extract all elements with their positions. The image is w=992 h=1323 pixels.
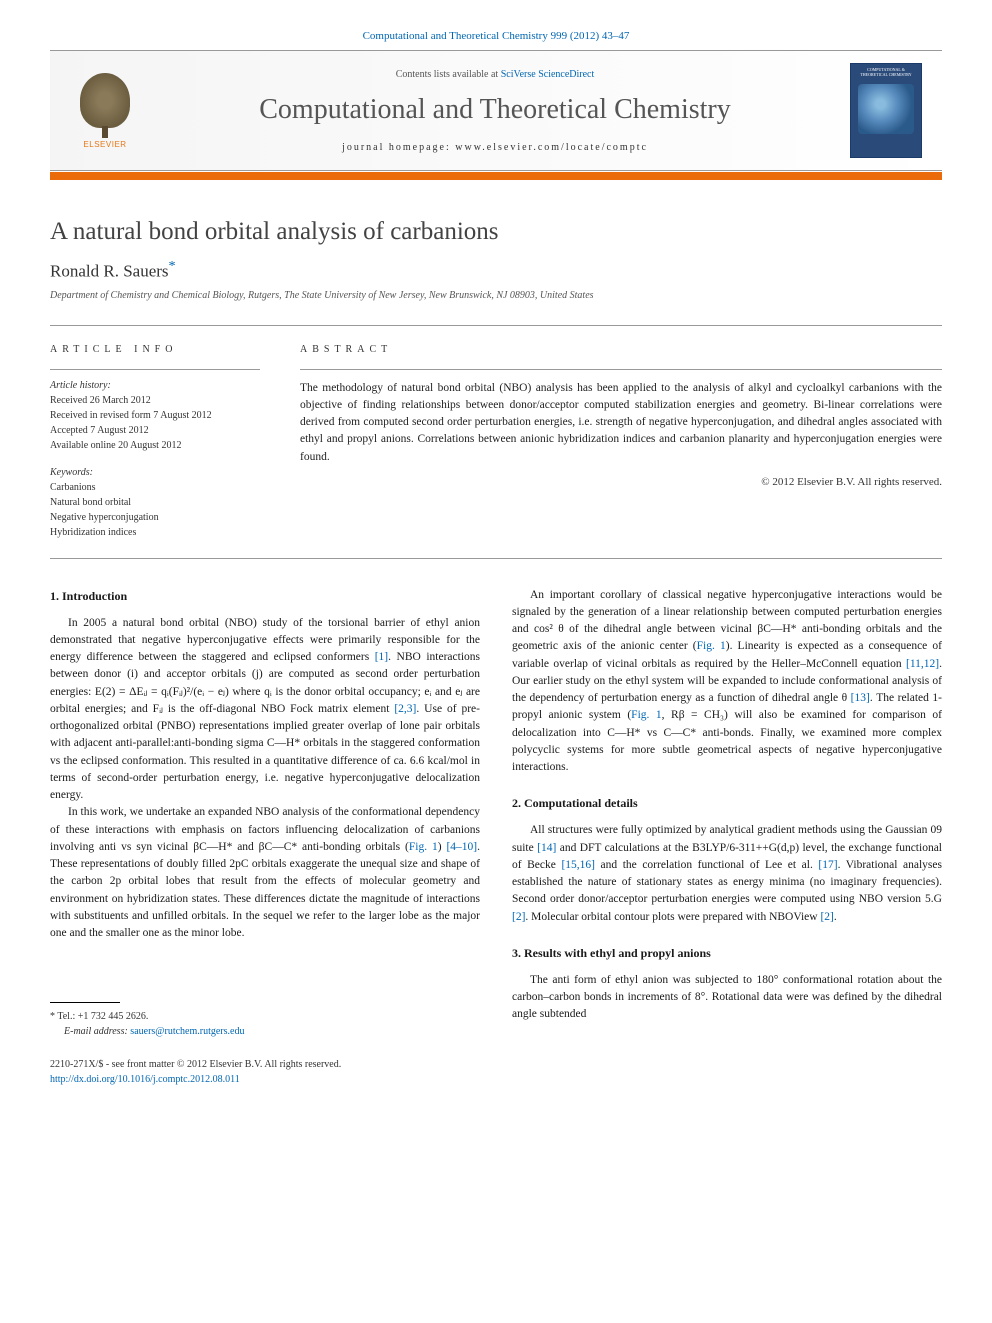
history-item: Available online 20 August 2012 <box>50 438 260 453</box>
ref-link[interactable]: [11,12] <box>906 658 939 670</box>
elsevier-tree-icon <box>80 73 130 128</box>
ref-link[interactable]: [4–10] <box>446 841 477 853</box>
divider-bottom <box>50 558 942 559</box>
doi-link[interactable]: http://dx.doi.org/10.1016/j.comptc.2012.… <box>50 1072 480 1087</box>
footnote-email: E-mail address: sauers@rutchem.rutgers.e… <box>50 1024 480 1039</box>
journal-name: Computational and Theoretical Chemistry <box>140 94 850 126</box>
history-item: Received 26 March 2012 <box>50 393 260 408</box>
paragraph: In 2005 a natural bond orbital (NBO) stu… <box>50 615 480 805</box>
abstract-block: ABSTRACT The methodology of natural bond… <box>300 344 942 540</box>
elsevier-logo[interactable]: ELSEVIER <box>70 71 140 151</box>
front-matter: 2210-271X/$ - see front matter © 2012 El… <box>50 1057 480 1072</box>
heading-computational: 2. Computational details <box>512 794 942 812</box>
figure-link[interactable]: Fig. 1 <box>697 640 726 652</box>
keyword-item: Carbanions <box>50 480 260 495</box>
copyright: © 2012 Elsevier B.V. All rights reserved… <box>300 476 942 488</box>
ref-link[interactable]: [17] <box>818 859 837 871</box>
figure-link[interactable]: Fig. 1 <box>631 709 661 721</box>
abstract-text: The methodology of natural bond orbital … <box>300 380 942 466</box>
ref-link[interactable]: [15,16] <box>561 859 595 871</box>
article-info: ARTICLE INFO Article history: Received 2… <box>50 344 260 540</box>
email-link[interactable]: sauers@rutchem.rutgers.edu <box>130 1026 244 1037</box>
paragraph: The anti form of ethyl anion was subject… <box>512 972 942 1024</box>
info-divider <box>50 369 260 370</box>
ref-link[interactable]: [14] <box>537 842 556 854</box>
history-item: Accepted 7 August 2012 <box>50 423 260 438</box>
body-columns: 1. Introduction In 2005 a natural bond o… <box>50 587 942 1088</box>
history-item: Received in revised form 7 August 2012 <box>50 408 260 423</box>
keyword-item: Hybridization indices <box>50 525 260 540</box>
ref-link[interactable]: [2] <box>512 911 525 923</box>
journal-cover[interactable]: COMPUTATIONAL & THEORETICAL CHEMISTRY <box>850 63 922 158</box>
heading-introduction: 1. Introduction <box>50 587 480 605</box>
paragraph: In this work, we undertake an expanded N… <box>50 804 480 942</box>
divider-top <box>50 325 942 326</box>
paragraph: All structures were fully optimized by a… <box>512 822 942 926</box>
homepage-line: journal homepage: www.elsevier.com/locat… <box>140 142 850 153</box>
author-text: Ronald R. Sauers <box>50 262 169 281</box>
cover-image-icon <box>858 84 914 134</box>
affiliation: Department of Chemistry and Chemical Bio… <box>50 290 942 301</box>
ref-link[interactable]: [2] <box>820 911 833 923</box>
ref-link[interactable]: [1] <box>375 651 388 663</box>
ref-link[interactable]: [13] <box>851 692 870 704</box>
abstract-label: ABSTRACT <box>300 344 942 355</box>
ref-link[interactable]: [2,3] <box>394 703 416 715</box>
journal-citation[interactable]: Computational and Theoretical Chemistry … <box>50 30 942 42</box>
abstract-divider <box>300 369 942 370</box>
footnote-separator <box>50 1002 120 1003</box>
keyword-item: Natural bond orbital <box>50 495 260 510</box>
contents-text: Contents lists available at <box>396 69 501 80</box>
footnote-tel: * Tel.: +1 732 445 2626. <box>50 1009 480 1024</box>
keyword-item: Negative hyperconjugation <box>50 510 260 525</box>
figure-link[interactable]: Fig. 1 <box>409 841 438 853</box>
header-center: Contents lists available at SciVerse Sci… <box>140 69 850 153</box>
cover-title: COMPUTATIONAL & THEORETICAL CHEMISTRY <box>855 68 917 78</box>
info-label: ARTICLE INFO <box>50 344 260 355</box>
column-left: 1. Introduction In 2005 a natural bond o… <box>50 587 480 1088</box>
paragraph: An important corollary of classical nega… <box>512 587 942 777</box>
contents-line: Contents lists available at SciVerse Sci… <box>140 69 850 80</box>
article-title: A natural bond orbital analysis of carba… <box>50 218 942 246</box>
author-name: Ronald R. Sauers* <box>50 258 942 282</box>
meta-row: ARTICLE INFO Article history: Received 2… <box>50 344 942 540</box>
homepage-url[interactable]: www.elsevier.com/locate/comptc <box>455 142 648 153</box>
keywords-label: Keywords: <box>50 467 260 478</box>
column-right: An important corollary of classical nega… <box>512 587 942 1088</box>
homepage-label: journal homepage: <box>342 142 455 153</box>
accent-bar <box>50 172 942 180</box>
heading-results: 3. Results with ethyl and propyl anions <box>512 944 942 962</box>
header-box: ELSEVIER Contents lists available at Sci… <box>50 50 942 171</box>
elsevier-label: ELSEVIER <box>83 140 126 149</box>
footer-info: 2210-271X/$ - see front matter © 2012 El… <box>50 1057 480 1087</box>
corresponding-marker: * <box>169 258 176 274</box>
history-label: Article history: <box>50 380 260 391</box>
sciverse-link[interactable]: SciVerse ScienceDirect <box>501 69 595 80</box>
